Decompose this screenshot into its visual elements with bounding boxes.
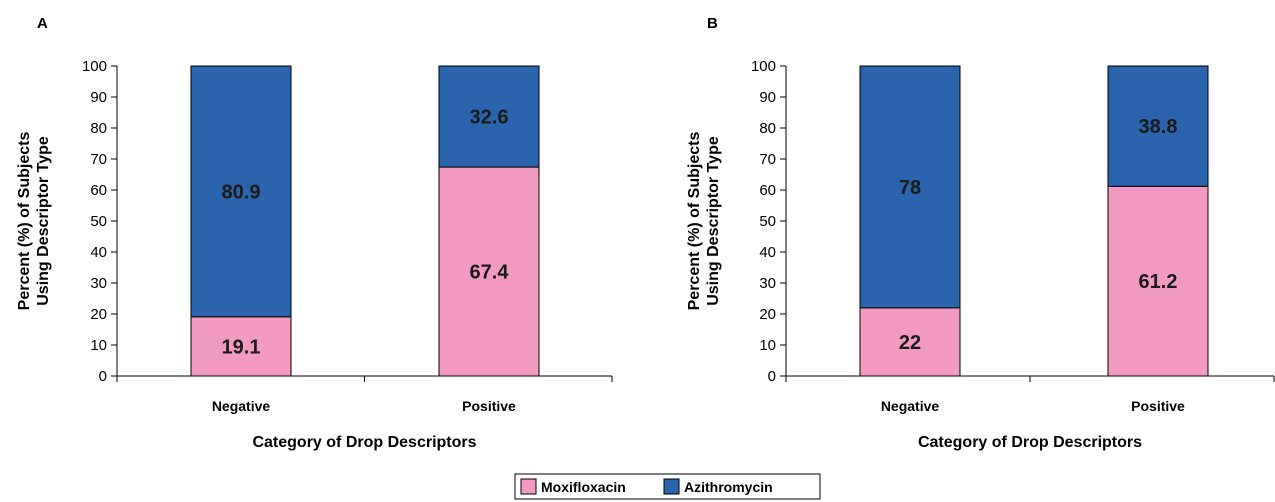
data-label: 80.9 xyxy=(222,181,261,203)
y-tick-label: 30 xyxy=(759,275,776,292)
chart-panel-a: A 19.1 80.9 Negative 67.4 32.6 Positive 0 10 20 30… xyxy=(16,15,613,451)
y-tick-label: 100 xyxy=(82,58,107,75)
y-tick-label: 70 xyxy=(759,151,776,168)
y-tick-label: 100 xyxy=(751,58,776,75)
legend-label-azithromycin: Azithromycin xyxy=(684,479,773,495)
x-tick-label: Negative xyxy=(212,398,271,414)
data-label: 32.6 xyxy=(470,107,509,129)
chart-panel-b: B 22 78 Negative 61.2 38.8 Positive 0 10 20 30 40 50… xyxy=(686,15,1275,451)
legend-swatch-moxifloxacin xyxy=(520,478,537,495)
panel-label: B xyxy=(707,15,718,32)
x-tick-label: Positive xyxy=(1131,398,1185,414)
data-label: 67.4 xyxy=(470,262,510,284)
x-tick-label: Positive xyxy=(462,398,516,414)
y-tick-label: 10 xyxy=(90,337,107,354)
bar-azithromycin-positive xyxy=(438,65,540,168)
y-tick-label: 70 xyxy=(90,151,107,168)
data-label: 78 xyxy=(899,177,921,199)
y-tick-label: 60 xyxy=(90,182,107,199)
data-label: 22 xyxy=(899,332,921,354)
y-tick-label: 80 xyxy=(759,120,776,137)
y-tick-label: 90 xyxy=(759,89,776,106)
panel-label: A xyxy=(37,15,48,32)
bar-azithromycin-negative xyxy=(190,65,292,318)
y-tick-label: 80 xyxy=(90,120,107,137)
y-tick-label: 40 xyxy=(90,244,107,261)
data-label: 38.8 xyxy=(1139,116,1178,138)
x-axis-title: Category of Drop Descriptors xyxy=(918,434,1142,451)
legend-label-moxifloxacin: Moxifloxacin xyxy=(541,479,626,495)
y-tick-label: 30 xyxy=(90,275,107,292)
y-axis-title-line: Using Descriptor Type xyxy=(35,136,52,306)
y-tick-label: 50 xyxy=(759,213,776,230)
legend-swatch-azithromycin xyxy=(663,478,680,495)
bar-moxifloxacin-negative xyxy=(859,307,961,377)
bar-moxifloxacin-positive xyxy=(1107,185,1209,377)
y-tick-label: 90 xyxy=(90,89,107,106)
bar-azithromycin-negative xyxy=(859,65,961,309)
bar-moxifloxacin-negative xyxy=(190,316,292,377)
y-tick-label: 10 xyxy=(759,337,776,354)
data-label: 61.2 xyxy=(1139,271,1178,293)
y-axis-title-line: Percent (%) of Subjects xyxy=(16,132,33,311)
y-tick-label: 60 xyxy=(759,182,776,199)
y-tick-label: 20 xyxy=(759,306,776,323)
y-axis-title-line: Using Descriptor Type xyxy=(705,136,722,306)
y-axis-title-line: Percent (%) of Subjects xyxy=(686,132,703,311)
y-tick-label: 50 xyxy=(90,213,107,230)
y-tick-label: 0 xyxy=(99,368,107,385)
y-tick-label: 40 xyxy=(759,244,776,261)
y-tick-label: 0 xyxy=(768,368,776,385)
x-tick-label: Negative xyxy=(881,398,940,414)
data-label: 19.1 xyxy=(222,336,261,358)
y-tick-label: 20 xyxy=(90,306,107,323)
legend: Moxifloxacin Azithromycin xyxy=(514,473,821,500)
x-axis-title: Category of Drop Descriptors xyxy=(252,434,476,451)
bar-azithromycin-positive xyxy=(1107,65,1209,187)
